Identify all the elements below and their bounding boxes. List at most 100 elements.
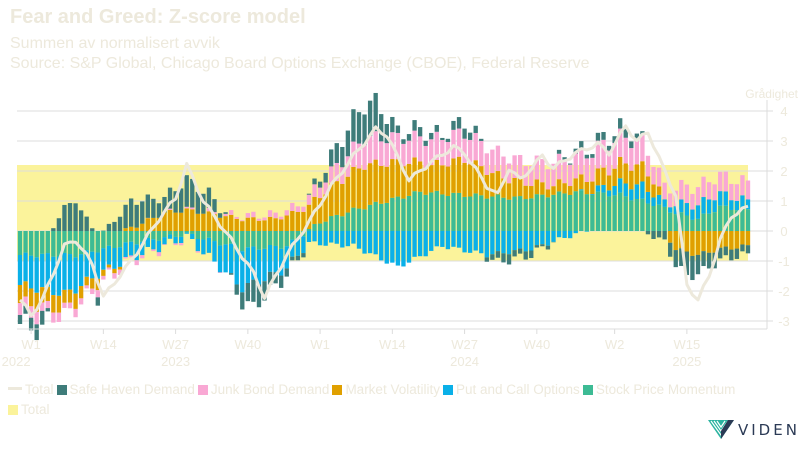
- bar-market-volatility: [134, 227, 139, 231]
- legend-item[interactable]: Junk Bond Demand: [197, 380, 329, 400]
- bar-stock-price-momentum: [668, 212, 673, 231]
- legend-item[interactable]: Total: [8, 380, 54, 400]
- bar-safe-haven-demand: [501, 253, 506, 263]
- bar-put-and-call-options: [356, 231, 362, 249]
- bar-market-volatility: [367, 163, 373, 205]
- bar-stock-price-momentum: [651, 205, 656, 231]
- bar-junk-bond-demand: [67, 302, 73, 309]
- x-tick-label: W40: [523, 337, 550, 352]
- bar-safe-haven-demand: [540, 244, 545, 247]
- y-tick-label: 4: [780, 104, 787, 119]
- bar-market-volatility: [595, 168, 601, 186]
- bar-market-volatility: [584, 182, 590, 195]
- bar-stock-price-momentum: [106, 231, 112, 246]
- bar-safe-haven-demand: [373, 92, 378, 132]
- bar-put-and-call-options: [695, 205, 701, 219]
- bar-safe-haven-demand: [701, 251, 706, 267]
- legend-item[interactable]: Safe Haven Demand: [56, 380, 195, 400]
- legend-item[interactable]: Stock Price Momentum: [582, 380, 735, 400]
- bar-put-and-call-options: [495, 231, 501, 252]
- bar-junk-bond-demand: [78, 298, 84, 305]
- bar-market-volatility: [634, 164, 640, 185]
- bar-stock-price-momentum: [251, 231, 256, 247]
- bar-safe-haven-demand: [456, 117, 462, 129]
- bar-junk-bond-demand: [645, 155, 651, 177]
- bar-junk-bond-demand: [151, 249, 156, 252]
- bar-market-volatility: [456, 156, 462, 193]
- bar-put-and-call-options: [267, 244, 273, 272]
- bar-safe-haven-demand: [506, 254, 512, 265]
- bar-market-volatility: [445, 166, 451, 196]
- x-year-label: 2023: [161, 354, 190, 369]
- bar-junk-bond-demand: [429, 139, 434, 166]
- bar-safe-haven-demand: [223, 212, 228, 214]
- bar-put-and-call-options: [223, 244, 228, 273]
- bar-junk-bond-demand: [479, 140, 484, 167]
- bar-stock-price-momentum: [95, 231, 100, 253]
- bar-safe-haven-demand: [590, 154, 595, 158]
- bar-safe-haven-demand: [562, 157, 567, 160]
- bar-junk-bond-demand: [356, 143, 362, 169]
- bar-put-and-call-options: [312, 231, 317, 242]
- legend-item[interactable]: Put and Call Options: [442, 380, 580, 400]
- bar-stock-price-momentum: [467, 196, 473, 231]
- legend-swatch: [442, 385, 453, 395]
- legend-swatch: [8, 387, 22, 390]
- bar-market-volatility: [517, 177, 523, 197]
- bar-market-volatility: [434, 159, 439, 191]
- legend-item[interactable]: Market Volatility: [332, 380, 440, 400]
- bar-put-and-call-options: [601, 184, 606, 193]
- bar-stock-price-momentum: [151, 231, 156, 240]
- bar-junk-bond-demand: [34, 311, 39, 325]
- viden-logo-text: VIDEN: [738, 421, 800, 439]
- bar-safe-haven-demand: [495, 251, 501, 258]
- bar-stock-price-momentum: [673, 214, 678, 231]
- bar-safe-haven-demand: [290, 256, 295, 261]
- bar-stock-price-momentum: [362, 209, 367, 231]
- bar-junk-bond-demand: [579, 147, 584, 175]
- bar-put-and-call-options: [128, 241, 134, 256]
- bar-junk-bond-demand: [629, 148, 634, 171]
- bar-junk-bond-demand: [312, 184, 317, 197]
- bar-safe-haven-demand: [384, 124, 389, 144]
- bar-market-volatility: [373, 159, 378, 202]
- bar-junk-bond-demand: [334, 162, 339, 182]
- bar-put-and-call-options: [390, 231, 395, 263]
- bar-stock-price-momentum: [417, 191, 423, 231]
- bar-put-and-call-options: [367, 231, 373, 254]
- bar-market-volatility: [340, 183, 345, 217]
- bar-market-volatility: [123, 228, 128, 231]
- bar-put-and-call-options: [740, 195, 745, 208]
- legend-label: Put and Call Options: [455, 382, 580, 397]
- bar-junk-bond-demand: [517, 154, 523, 178]
- bar-junk-bond-demand: [529, 165, 534, 187]
- bar-safe-haven-demand: [112, 221, 117, 231]
- bar-junk-bond-demand: [467, 139, 473, 165]
- legend-swatch: [582, 385, 593, 395]
- bar-put-and-call-options: [345, 231, 351, 247]
- bar-put-and-call-options: [473, 231, 478, 251]
- bar-put-and-call-options: [145, 237, 150, 247]
- bar-market-volatility: [440, 165, 445, 195]
- bar-stock-price-momentum: [390, 197, 395, 231]
- bar-put-and-call-options: [28, 255, 34, 289]
- bar-safe-haven-demand: [606, 145, 612, 151]
- bar-put-and-call-options: [562, 231, 567, 238]
- bar-market-volatility: [618, 156, 623, 179]
- bar-junk-bond-demand: [384, 143, 389, 167]
- bar-safe-haven-demand: [234, 284, 239, 295]
- bar-stock-price-momentum: [645, 203, 651, 231]
- bar-put-and-call-options: [301, 236, 306, 254]
- bar-junk-bond-demand: [90, 288, 95, 295]
- bar-safe-haven-demand: [601, 132, 606, 140]
- bar-junk-bond-demand: [729, 183, 734, 201]
- bar-market-volatility: [51, 295, 56, 313]
- bar-junk-bond-demand: [134, 260, 139, 266]
- bar-market-volatility: [673, 231, 678, 251]
- bar-market-volatility: [323, 194, 328, 222]
- bar-market-volatility: [101, 269, 106, 276]
- bar-junk-bond-demand: [551, 163, 556, 187]
- bar-market-volatility: [645, 176, 651, 192]
- legend-item[interactable]: Total: [8, 400, 50, 420]
- bar-stock-price-momentum: [373, 201, 378, 231]
